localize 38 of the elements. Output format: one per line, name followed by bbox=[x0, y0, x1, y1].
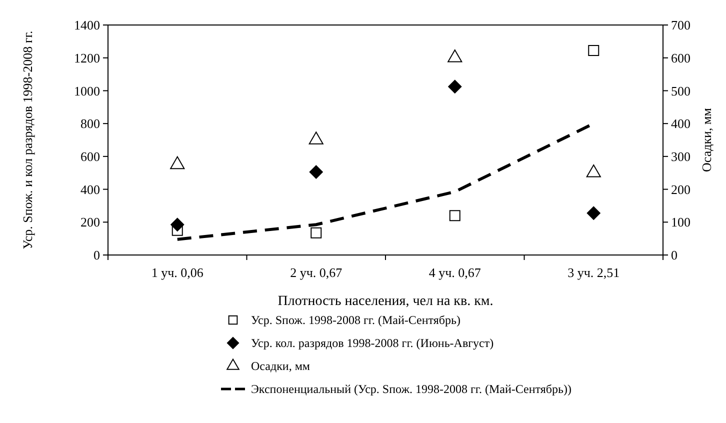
legend-label: Уср. кол. разрядов 1998-2008 гг. (Июнь-Август) bbox=[251, 336, 494, 350]
point bbox=[170, 156, 185, 170]
y-tick-label: 1200 bbox=[74, 50, 100, 66]
point bbox=[588, 44, 600, 56]
x-tick-label: 1 уч. 0,06 bbox=[151, 265, 204, 280]
y2-tick-label: 700 bbox=[671, 18, 690, 33]
point bbox=[449, 210, 460, 222]
point bbox=[308, 132, 324, 144]
point bbox=[586, 206, 600, 220]
point bbox=[310, 227, 322, 238]
y2-tick-label: 0 bbox=[671, 248, 678, 263]
y2-tick-label: 400 bbox=[671, 116, 690, 132]
legend-label: Осадки, мм bbox=[251, 359, 310, 374]
x-axis-title: Плотность населения, чел на кв. км. bbox=[278, 294, 494, 309]
y-tick-label: 800 bbox=[80, 116, 100, 132]
point bbox=[309, 165, 323, 179]
x-tick-label: 2 уч. 0,67 bbox=[290, 265, 343, 280]
y2-tick-label: 300 bbox=[671, 148, 690, 164]
y-tick-label: 0 bbox=[94, 248, 100, 263]
point bbox=[448, 80, 462, 94]
y-tick-label: 400 bbox=[80, 182, 100, 197]
point bbox=[448, 50, 462, 62]
y-tick-label: 200 bbox=[80, 214, 100, 230]
y2-axis-title: Осадки, мм bbox=[699, 108, 714, 172]
y2-tick-label: 100 bbox=[671, 214, 690, 230]
legend-label: Уср. Sпож. 1998-2008 гг. (Май-Сентябрь) bbox=[251, 313, 460, 328]
y-axis-title: Уср. Sпож. и кол разрядов 1998-2008 гг. bbox=[20, 30, 35, 250]
y-tick-label: 1000 bbox=[74, 83, 100, 98]
point bbox=[170, 218, 184, 232]
legend-label: Экспоненциальный (Уср. Sпож. 1998-2008 гг. (Май-Сентябрь)) bbox=[251, 382, 572, 396]
y-tick-label: 600 bbox=[80, 148, 100, 164]
y2-tick-label: 500 bbox=[671, 83, 690, 98]
y2-tick-label: 600 bbox=[671, 50, 690, 66]
y2-tick-label: 200 bbox=[671, 182, 690, 197]
point bbox=[586, 164, 601, 178]
x-tick-label: 3 уч. 2,51 bbox=[568, 265, 620, 280]
x-tick-label: 4 уч. 0,67 bbox=[428, 265, 482, 280]
y-tick-label: 1400 bbox=[74, 18, 100, 33]
